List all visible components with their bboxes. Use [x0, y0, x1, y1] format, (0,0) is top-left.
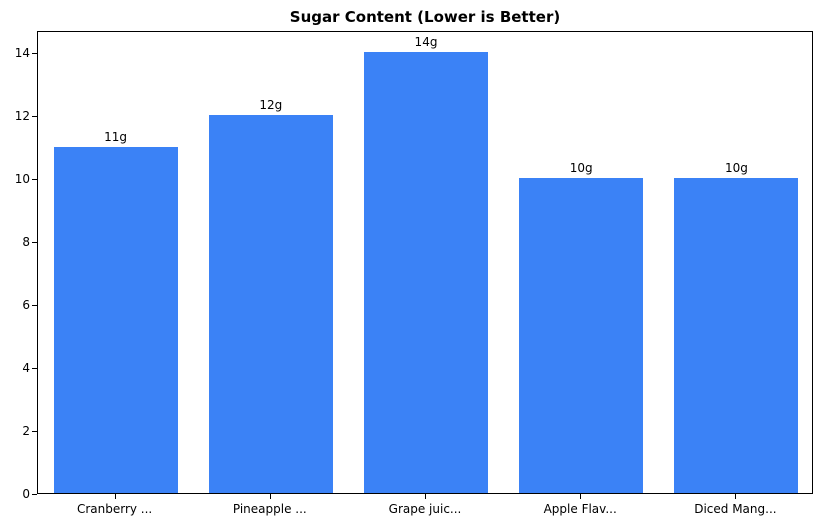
x-tick-mark-0: [114, 494, 116, 499]
x-tick-label-4: Diced Mang...: [694, 502, 777, 516]
y-tick-label-2: 4: [22, 361, 30, 375]
bar-value-label-0: 11g: [104, 129, 128, 144]
plot-area: 11g 12g 14g 10g 10g: [37, 31, 813, 494]
bar-value-label-2: 14g: [414, 35, 438, 50]
bar-1: [208, 115, 333, 493]
y-tick-label-0: 0: [22, 487, 30, 501]
bar-value-label-4: 10g: [724, 161, 748, 176]
x-tick-mark-3: [580, 494, 582, 499]
bar-value-label-3: 10g: [569, 161, 593, 176]
bar-2: [363, 52, 489, 493]
x-tick-label-0: Cranberry ...: [76, 502, 153, 516]
y-tick-mark-7: [32, 53, 37, 55]
y-tick-label-3: 6: [22, 298, 30, 313]
bar-4: [674, 178, 799, 493]
bar-0: [53, 146, 178, 493]
chart-title: Sugar Content (Lower is Better): [289, 8, 561, 26]
y-tick-label-6: 12: [14, 109, 30, 124]
y-tick-mark-0: [32, 494, 37, 495]
y-tick-label-4: 8: [22, 235, 30, 250]
y-tick-label-5: 10: [14, 172, 30, 187]
bar-3: [519, 178, 644, 493]
x-tick-label-2: Grape juic...: [388, 502, 462, 516]
y-tick-mark-4: [32, 242, 37, 244]
y-tick-label-1: 2: [22, 424, 30, 438]
x-tick-mark-1: [269, 494, 271, 499]
bar-value-label-1: 12g: [259, 98, 283, 113]
y-tick-mark-3: [32, 305, 37, 307]
y-tick-mark-2: [32, 368, 37, 369]
x-tick-mark-2: [425, 494, 426, 499]
y-tick-label-7: 14: [14, 46, 30, 61]
y-tick-mark-1: [32, 431, 37, 432]
x-tick-mark-4: [735, 494, 737, 499]
y-tick-mark-5: [32, 179, 37, 181]
x-tick-label-3: Apple Flav...: [543, 502, 617, 516]
x-tick-label-1: Pineapple ...: [232, 502, 307, 516]
y-tick-mark-6: [32, 116, 37, 118]
